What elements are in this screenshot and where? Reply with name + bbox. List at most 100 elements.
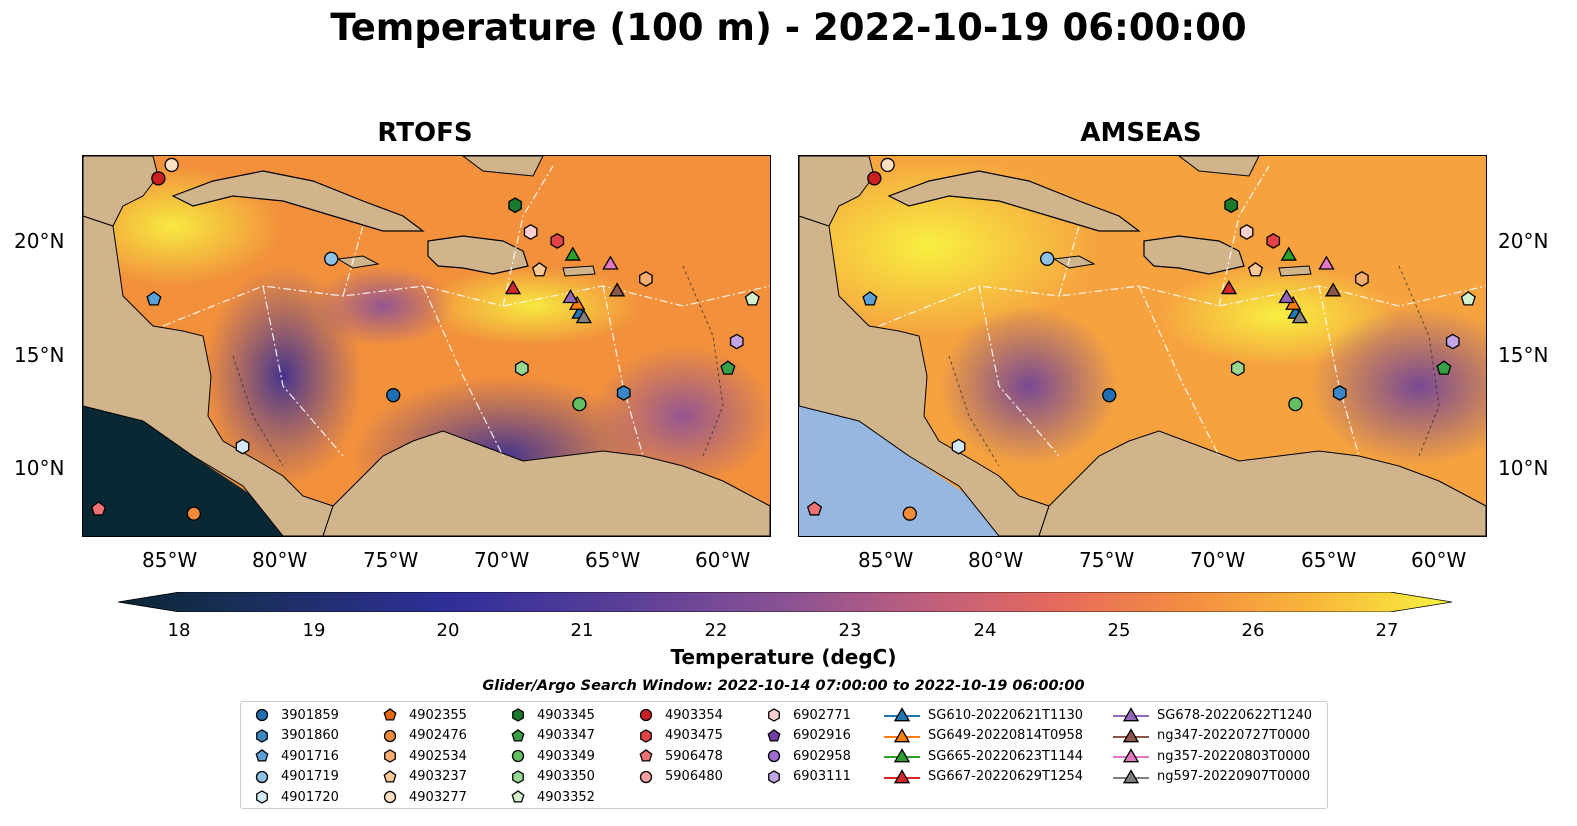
legend-item: 4901716	[251, 746, 339, 766]
observation-marker-6903111[interactable]	[1445, 333, 1460, 350]
legend-item: 6902958	[763, 746, 851, 766]
legend-item: 4901720	[251, 787, 339, 807]
legend-label: 6902958	[793, 748, 851, 764]
observation-marker-4902476[interactable]	[186, 506, 201, 521]
lon-label-rtofs: 70°W	[474, 548, 530, 572]
observation-marker-SG665-20220623T1144[interactable]	[1280, 246, 1297, 261]
observation-marker-3901860[interactable]	[616, 385, 631, 401]
observation-marker-4903350[interactable]	[514, 360, 529, 377]
cold-eddy	[593, 346, 770, 486]
observation-marker-4903277[interactable]	[164, 157, 179, 173]
observation-marker-4902534[interactable]	[1355, 271, 1369, 287]
legend-marker-icon	[511, 790, 525, 803]
legend-label: 4901716	[281, 748, 339, 764]
observation-marker-ng357-20220803T0000[interactable]	[602, 255, 619, 270]
observation-marker-4903345[interactable]	[1224, 197, 1238, 214]
colorbar-tick-label: 27	[1375, 620, 1399, 641]
observation-marker-SG678-20220622T1240[interactable]	[1278, 289, 1295, 304]
observation-marker-4903349[interactable]	[572, 396, 587, 412]
observation-marker-4903277[interactable]	[880, 157, 895, 173]
map-rtofs-svg	[83, 156, 770, 536]
legend-label: 4903350	[537, 769, 595, 784]
legend-item: 3901859	[251, 705, 339, 725]
observation-marker-4901719[interactable]	[1040, 251, 1055, 266]
observation-marker-6903111[interactable]	[729, 333, 744, 350]
legend-item: 4903345	[507, 705, 595, 725]
figure-title: Temperature (100 m) - 2022-10-19 06:00:0…	[330, 6, 1247, 49]
observation-marker-SG665-20220623T1144[interactable]	[564, 246, 581, 261]
lon-label-amseas: 60°W	[1411, 548, 1467, 572]
observation-marker-ng347-20220727T0000[interactable]	[608, 282, 626, 297]
legend: 3901859 3901860 4901716 4901719 4901720 49023…	[240, 701, 1328, 809]
legend-marker-icon	[884, 707, 920, 722]
observation-marker-3901860[interactable]	[1332, 385, 1347, 401]
legend-item: 4903350	[507, 767, 595, 787]
observation-marker-4901716[interactable]	[146, 291, 162, 306]
observation-marker-4903354[interactable]	[867, 171, 882, 186]
observation-marker-4903345[interactable]	[508, 197, 522, 214]
legend-item: 4903277	[379, 787, 467, 807]
observation-marker-4903475[interactable]	[1266, 233, 1281, 249]
legend-label: ng597-20220907T0000	[1157, 769, 1311, 784]
legend-marker-icon	[767, 749, 781, 763]
observation-marker-4902476[interactable]	[902, 506, 917, 521]
observation-marker-4903475[interactable]	[550, 233, 565, 249]
map-rtofs[interactable]	[82, 155, 771, 537]
observation-marker-4901716[interactable]	[862, 291, 878, 306]
observation-marker-ng347-20220727T0000[interactable]	[1324, 282, 1342, 297]
observation-marker-4903354[interactable]	[151, 171, 166, 186]
observation-marker-4901720[interactable]	[235, 438, 250, 455]
observation-marker-ng357-20220803T0000[interactable]	[1318, 255, 1335, 270]
observation-marker-6902771[interactable]	[1239, 224, 1254, 240]
observation-marker-5906478[interactable]	[90, 501, 107, 516]
legend-label: SG610-20220621T1130	[928, 707, 1084, 723]
legend-label: 4903345	[537, 707, 595, 723]
colorbar-tick-label: 18	[167, 620, 191, 641]
legend-label: 4903347	[537, 728, 595, 743]
puerto-rico	[562, 265, 596, 277]
colorbar	[118, 592, 1452, 612]
legend-item: 4903352	[507, 787, 595, 807]
legend-label: 4902355	[409, 707, 467, 723]
legend-label: 4902476	[409, 728, 467, 743]
observation-marker-ng597-20220907T0000[interactable]	[575, 309, 593, 324]
observation-marker-4903350[interactable]	[1230, 360, 1245, 377]
observation-marker-4903352[interactable]	[1460, 291, 1476, 306]
central-america	[799, 215, 1050, 536]
observation-marker-SG667-20220629T1254[interactable]	[1220, 280, 1238, 295]
observation-marker-4903237[interactable]	[1247, 262, 1264, 277]
observation-marker-5906478[interactable]	[806, 501, 823, 516]
lat-label-left: 10°N	[14, 456, 65, 480]
observation-marker-4903237[interactable]	[531, 262, 548, 277]
lon-label-amseas: 75°W	[1079, 548, 1135, 572]
map-amseas[interactable]	[798, 155, 1487, 537]
observation-marker-4901720[interactable]	[951, 438, 966, 455]
observation-marker-ng597-20220907T0000[interactable]	[1291, 309, 1309, 324]
observation-marker-3901859[interactable]	[1102, 388, 1117, 403]
observation-marker-SG667-20220629T1254[interactable]	[504, 280, 522, 295]
pacific-ocean	[799, 406, 1029, 536]
observation-marker-4903352[interactable]	[744, 291, 760, 306]
bathymetry-contours	[232, 265, 724, 467]
lon-label-rtofs: 85°W	[142, 548, 198, 572]
legend-item: ng347-20220727T0000	[1113, 726, 1310, 746]
observation-marker-4903349[interactable]	[1288, 396, 1303, 412]
observation-marker-4902534[interactable]	[639, 271, 653, 287]
observation-marker-6902771[interactable]	[523, 224, 538, 240]
lon-label-rtofs: 60°W	[695, 548, 751, 572]
legend-marker-icon	[1113, 707, 1149, 722]
observation-marker-SG678-20220622T1240[interactable]	[562, 289, 579, 304]
cuba	[887, 170, 1141, 232]
legend-marker-icon	[884, 768, 920, 783]
observation-marker-4903347[interactable]	[1436, 360, 1452, 375]
legend-item: SG610-20220621T1130	[884, 705, 1083, 725]
lon-label-amseas: 70°W	[1190, 548, 1246, 572]
legend-label: 4901720	[281, 789, 339, 805]
legend-label: SG678-20220622T1240	[1157, 707, 1313, 723]
observation-marker-3901859[interactable]	[386, 388, 401, 403]
observation-marker-4901719[interactable]	[324, 251, 339, 266]
legend-item: 4901719	[251, 767, 339, 787]
legend-marker-icon	[256, 790, 268, 804]
observation-marker-4903347[interactable]	[720, 360, 736, 375]
lat-label-right: 20°N	[1498, 229, 1549, 253]
